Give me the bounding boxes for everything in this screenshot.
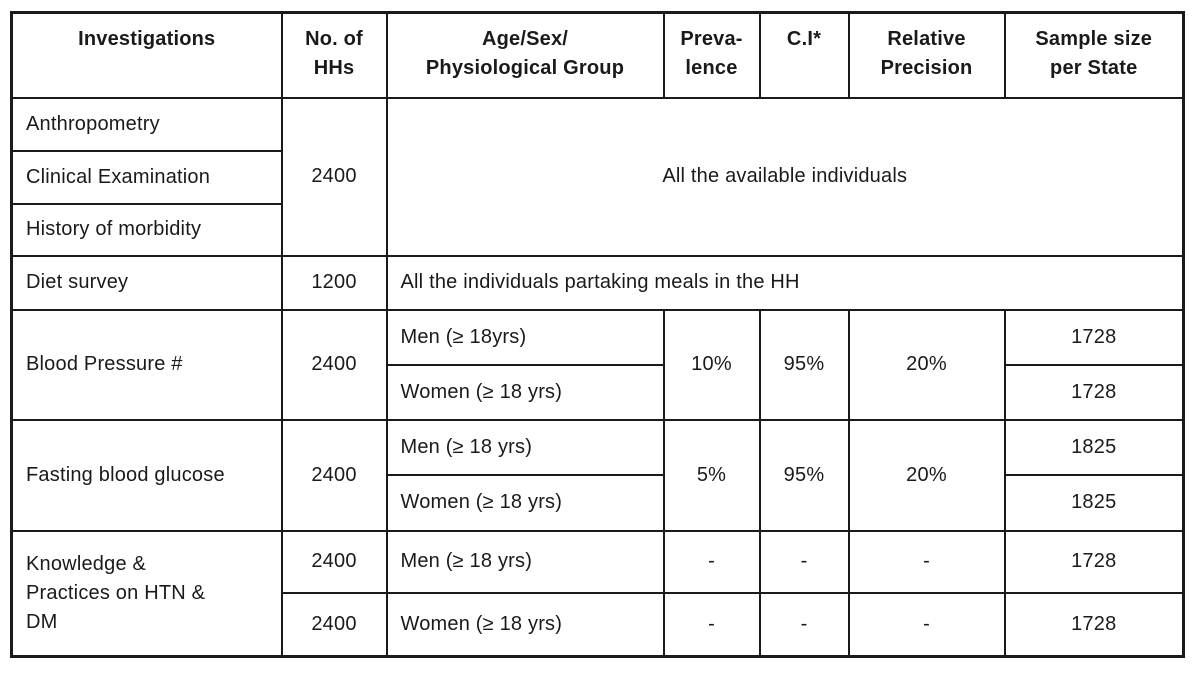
cell-age-group-fbg-men: Men (≥ 18 yrs) [385, 418, 665, 476]
cell-hhs-fasting-glucose: 2400 [280, 418, 388, 532]
cell-note-screening: All the available individuals [385, 96, 1185, 257]
cell-relative-precision-knowledge-women: - [847, 591, 1006, 658]
header-no-of-hhs: No. of HHs [280, 11, 388, 99]
header-sample-size: Sample size per State [1003, 11, 1185, 99]
cell-prevalence-knowledge-women: - [662, 591, 761, 658]
cell-hhs-knowledge-men: 2400 [280, 529, 388, 594]
cell-prevalence-knowledge-men: - [662, 529, 761, 594]
cell-age-group-bp-men: Men (≥ 18yrs) [385, 308, 665, 366]
cell-sample-size-knowledge-men: 1728 [1003, 529, 1185, 594]
cell-age-group-bp-women: Women (≥ 18 yrs) [385, 363, 665, 421]
cell-relative-precision-fasting-glucose: 20% [847, 418, 1006, 532]
row-knowledge-men: Knowledge & Practices on HTN & DM 2400 M… [10, 529, 1185, 658]
cell-age-group-knowledge-women: Women (≥ 18 yrs) [385, 591, 665, 658]
cell-investigation-history-of-morbidity: History of morbidity [10, 202, 283, 257]
cell-hhs-knowledge-women: 2400 [280, 591, 388, 658]
cell-investigation-blood-pressure: Blood Pressure # [10, 308, 283, 421]
cell-sample-size-fbg-women: 1825 [1003, 473, 1185, 532]
header-prevalence: Preva- lence [662, 11, 761, 99]
row-fasting-glucose-women: Women (≥ 18 yrs) 1825 [12, 473, 1185, 532]
cell-relative-precision-knowledge-men: - [847, 529, 1006, 594]
cell-prevalence-blood-pressure: 10% [662, 308, 761, 421]
cell-ci-knowledge-women: - [758, 591, 850, 658]
header-row: Investigations No. of HHs Age/Sex/ Physi… [10, 11, 1185, 99]
cell-sample-size-fbg-men: 1825 [1003, 418, 1185, 476]
row-blood-pressure-women: Women (≥ 18 yrs) 1728 [12, 363, 1185, 421]
cell-ci-fasting-glucose: 95% [758, 418, 850, 532]
cell-hhs-screening: 2400 [280, 96, 388, 257]
cell-investigation-anthropometry: Anthropometry [10, 96, 283, 152]
cell-sample-size-bp-men: 1728 [1003, 308, 1185, 366]
cell-investigation-knowledge: Knowledge & Practices on HTN & DM [10, 529, 283, 658]
header-age-sex-group: Age/Sex/ Physiological Group [385, 11, 665, 99]
cell-sample-size-knowledge-women: 1728 [1003, 591, 1185, 658]
cell-investigation-clinical-examination: Clinical Examination [10, 149, 283, 205]
row-knowledge-women: 2400 Women (≥ 18 yrs) - - - 1728 [12, 591, 1185, 658]
row-fasting-glucose-men: Fasting blood glucose 2400 Men (≥ 18 yrs… [10, 418, 1185, 532]
survey-design-table: Investigations No. of HHs Age/Sex/ Physi… [10, 11, 1185, 658]
cell-hhs-blood-pressure: 2400 [280, 308, 388, 421]
row-diet-survey: Diet survey 1200 All the individuals par… [10, 254, 1185, 311]
cell-investigation-fasting-glucose: Fasting blood glucose [10, 418, 283, 532]
header-ci: C.I* [758, 11, 850, 99]
row-clinical-examination: Clinical Examination [10, 149, 1184, 205]
cell-sample-size-bp-women: 1728 [1003, 363, 1185, 421]
header-investigations: Investigations [10, 11, 283, 99]
cell-note-diet-survey: All the individuals partaking meals in t… [385, 254, 1185, 311]
row-history-of-morbidity: History of morbidity [10, 202, 1184, 257]
cell-investigation-diet-survey: Diet survey [10, 254, 283, 311]
row-blood-pressure-men: Blood Pressure # 2400 Men (≥ 18yrs) 10% … [10, 308, 1185, 421]
cell-relative-precision-blood-pressure: 20% [847, 308, 1006, 421]
cell-hhs-diet-survey: 1200 [280, 254, 388, 311]
header-relative-precision: Relative Precision [847, 11, 1006, 99]
cell-ci-knowledge-men: - [758, 529, 850, 594]
cell-age-group-fbg-women: Women (≥ 18 yrs) [385, 473, 665, 532]
cell-age-group-knowledge-men: Men (≥ 18 yrs) [385, 529, 665, 594]
cell-prevalence-fasting-glucose: 5% [662, 418, 761, 532]
cell-ci-blood-pressure: 95% [758, 308, 850, 421]
row-anthropometry: Anthropometry 2400 All the available ind… [10, 96, 1185, 257]
